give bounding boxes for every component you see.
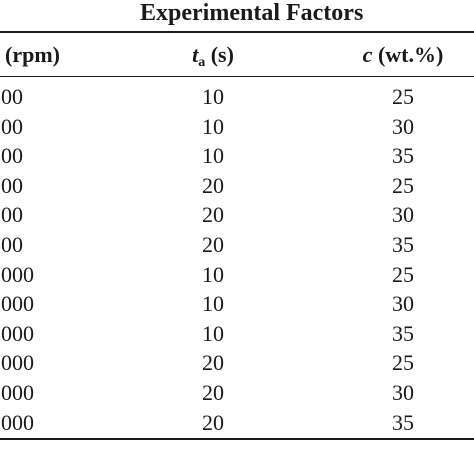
- top-rule: [0, 31, 474, 33]
- speed-cell: 500: [0, 202, 23, 228]
- table-row: 1000 10 25: [0, 260, 474, 290]
- time-cell: 20: [202, 172, 224, 198]
- speed-cell: 1000: [0, 409, 34, 435]
- time-cell: 20: [202, 202, 224, 228]
- concentration-cell: 25: [392, 84, 414, 109]
- bottom-rule: [0, 438, 474, 440]
- time-cell: 10: [202, 320, 224, 346]
- table-row: 500 20 25: [0, 171, 474, 201]
- concentration-cell: 30: [392, 291, 414, 317]
- concentration-cell: 35: [392, 409, 414, 435]
- concentration-cell: 30: [392, 113, 414, 139]
- speed-cell: 1000: [0, 379, 34, 405]
- title-text: Experimental Factors: [140, 0, 364, 26]
- table-row: 500 20 30: [0, 200, 474, 230]
- speed-cell: 500: [0, 84, 23, 109]
- header-time: ta (s): [168, 42, 258, 70]
- speed-cell: 1000: [0, 291, 34, 317]
- header-rule: [0, 76, 474, 77]
- concentration-cell: 35: [392, 231, 414, 257]
- speed-cell: 500: [0, 113, 23, 139]
- header-time-subscript: a: [198, 55, 206, 70]
- time-cell: 20: [202, 379, 224, 405]
- speed-cell: 1000: [0, 320, 34, 346]
- table-row: 1000 10 30: [0, 289, 474, 319]
- time-cell: 10: [202, 143, 224, 169]
- concentration-cell: 25: [392, 172, 414, 198]
- table-row: 1000 20 30: [0, 378, 474, 408]
- header-speed: (rpm): [5, 42, 60, 67]
- speed-cell: 1000: [0, 350, 34, 376]
- table-header: (rpm) ta (s) c (wt.%): [0, 40, 474, 70]
- concentration-cell: 35: [392, 320, 414, 346]
- table-row: 500 10 30: [0, 112, 474, 142]
- table-row: 1000 20 25: [0, 348, 474, 378]
- time-cell: 20: [202, 350, 224, 376]
- table-row: 500 10 25: [0, 82, 474, 112]
- concentration-cell: 30: [392, 379, 414, 405]
- table-row: 1000 10 35: [0, 319, 474, 349]
- header-conc-symbol: c: [362, 42, 373, 67]
- concentration-cell: 25: [392, 261, 414, 287]
- speed-cell: 500: [0, 172, 23, 198]
- time-cell: 10: [202, 261, 224, 287]
- concentration-cell: 35: [392, 143, 414, 169]
- time-cell: 10: [202, 291, 224, 317]
- speed-cell: 1000: [0, 261, 34, 287]
- table-row: 500 20 35: [0, 230, 474, 260]
- header-concentration: c (wt.%): [358, 42, 448, 68]
- time-cell: 20: [202, 409, 224, 435]
- header-time-unit: (s): [210, 42, 234, 67]
- concentration-cell: 30: [392, 202, 414, 228]
- header-time-symbol: t: [192, 42, 199, 67]
- header-conc-unit: (wt.%): [377, 42, 444, 67]
- table-row: 500 10 35: [0, 141, 474, 171]
- speed-cell: 500: [0, 143, 23, 169]
- time-cell: 10: [202, 84, 224, 109]
- table-body: 500 10 25 500 10 30 500 10 35 500 20 25 500 20 30 500 20…: [0, 82, 474, 437]
- table-row: 1000 20 35: [0, 408, 474, 438]
- time-cell: 10: [202, 113, 224, 139]
- speed-cell: 500: [0, 231, 23, 257]
- concentration-cell: 25: [392, 350, 414, 376]
- time-cell: 20: [202, 231, 224, 257]
